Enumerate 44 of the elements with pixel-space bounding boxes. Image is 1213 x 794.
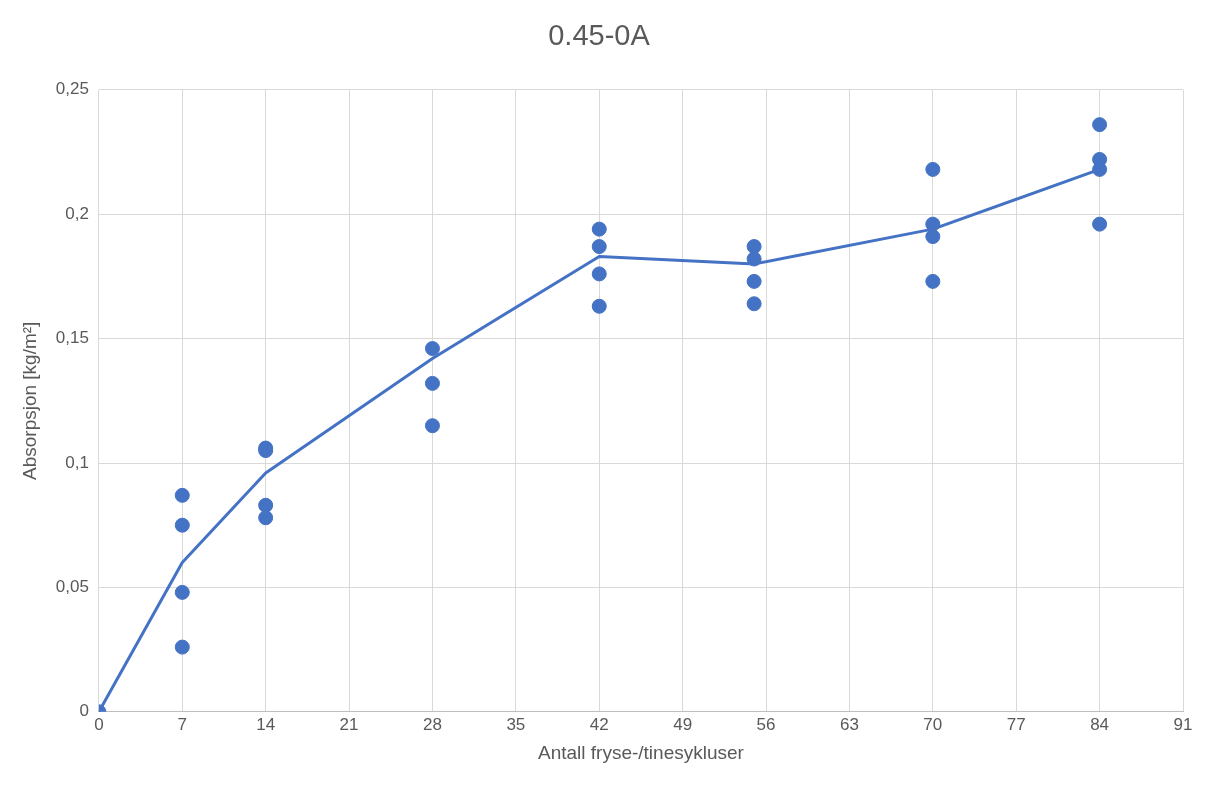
point [591,239,607,255]
x-tick-label: 0 [94,714,104,734]
point [591,298,607,314]
x-tick-label: 42 [589,714,609,734]
point [746,273,762,289]
point [174,584,190,600]
x-tick-label: 7 [177,714,188,734]
point [174,639,190,655]
chart-title: 0.45-0A [548,19,651,52]
x-tick-label: 14 [256,714,276,734]
point [1092,216,1108,232]
x-axis-title: Antall fryse-/tinesykluser [537,741,745,763]
point [746,296,762,312]
y-axis-title: Absorpsjon [kg/m²] [18,321,40,480]
point [591,266,607,282]
x-tick-label: 56 [756,714,776,734]
point [424,418,440,434]
x-tick-label: 35 [506,714,526,734]
x-tick-label: 77 [1006,714,1026,734]
x-tick-label: 63 [839,714,859,734]
point [174,487,190,503]
point [591,221,607,237]
y-tick-label: 0 [79,701,89,721]
point [258,510,274,526]
point [925,229,941,245]
point [424,375,440,391]
x-tick-label: 49 [673,714,693,734]
x-tick-label: 91 [1173,714,1193,734]
point [174,517,190,533]
y-tick-label: 0,25 [55,79,89,99]
y-tick-label: 0,05 [55,577,89,597]
point [925,161,941,177]
point [746,239,762,255]
point [424,341,440,357]
y-tick-label: 0,15 [55,328,89,348]
x-tick-label: 84 [1090,714,1110,734]
y-tick-label: 0,1 [65,452,89,472]
point [925,273,941,289]
point [1092,117,1108,133]
x-tick-label: 70 [923,714,943,734]
x-tick-label: 21 [339,714,359,734]
x-tick-label: 28 [423,714,442,734]
y-tick-label: 0,2 [65,203,89,223]
point [258,497,274,513]
